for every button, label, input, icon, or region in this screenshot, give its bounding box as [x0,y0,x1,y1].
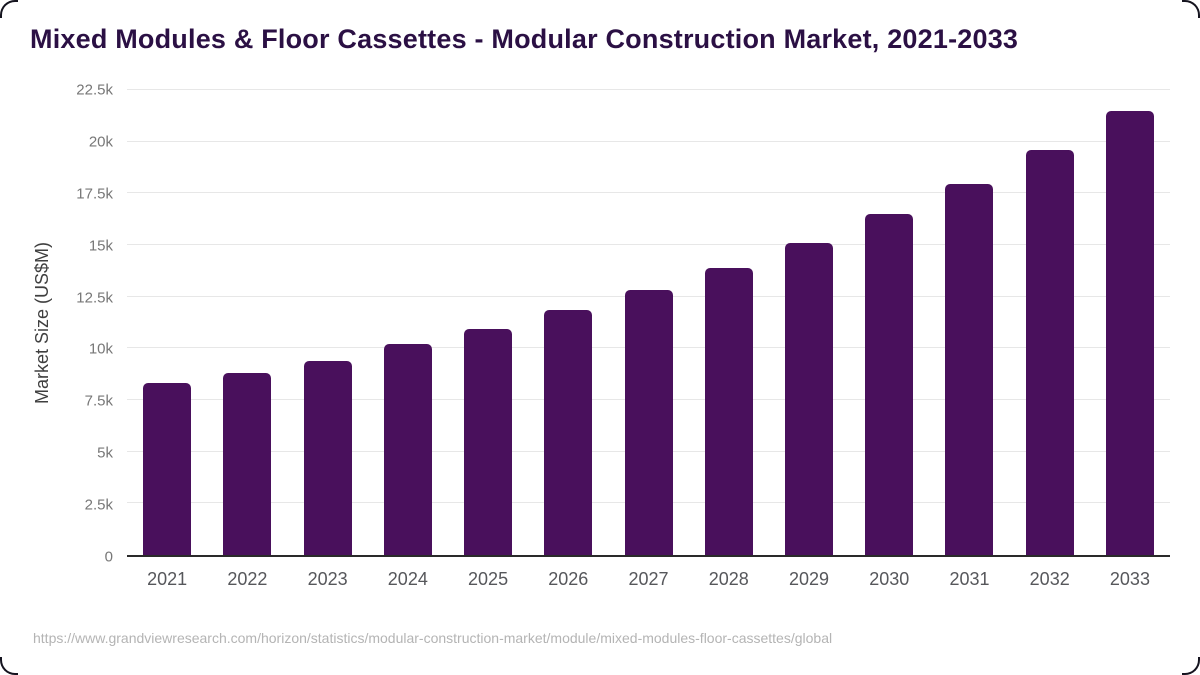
y-tick-label: 20k [88,133,113,151]
x-tick-label: 2023 [307,569,348,589]
bar-slot [1010,90,1090,555]
y-tick-label: 12.5k [76,289,113,307]
x-tick-label: 2024 [387,569,428,589]
bar-2031[interactable] [945,184,994,555]
card-corner-bottom-left [0,657,18,675]
bar-2023[interactable] [303,360,352,555]
card-corner-top-right [1182,0,1200,18]
gridline [127,89,1170,90]
bar-slot [929,90,1009,555]
y-tick-label: 0 [104,548,113,566]
bar-2029[interactable] [784,242,833,555]
y-tick-label: 17.5k [76,185,113,203]
bar-slot [368,90,448,555]
y-tick-label: 2.5k [84,496,113,514]
y-axis-tick-labels: 0 2.5k 5k 7.5k 10k 12.5k 15k 17.5k 20k 22.5k [0,82,113,566]
bar-2022[interactable] [223,373,272,555]
x-tick-label: 2029 [788,569,830,589]
bar-2027[interactable] [624,290,673,555]
gridline [127,140,1170,142]
bar-slot [849,90,929,555]
bar-slot [528,90,608,555]
gridline [127,244,1170,246]
bar-2030[interactable] [865,214,914,555]
card-corner-bottom-right [1182,657,1200,675]
y-tick-label: 10k [88,340,113,358]
x-tick-label: 2030 [869,569,910,589]
bar-slot [608,90,688,555]
x-tick-label: 2026 [548,569,589,589]
bar-slot [1090,90,1170,555]
y-tick-label: 22.5k [76,81,113,99]
bar-slot [769,90,849,555]
x-tick-label: 2033 [1109,569,1150,589]
bar-2021[interactable] [143,383,192,555]
bar-slot [448,90,528,555]
bar-2024[interactable] [383,344,432,555]
source-url: https://www.grandviewresearch.com/horizo… [33,630,833,646]
x-tick-label: 2025 [468,569,509,589]
bar-2025[interactable] [464,328,513,555]
x-axis-tick-labels: 2021 2022 2023 2024 2025 2026 2027 2028 2029 2030… [127,569,1170,590]
y-tick-label: 7.5k [84,392,113,410]
x-tick-label: 2021 [147,569,188,589]
bar-slot [127,90,207,555]
bar-slot [287,90,367,555]
x-tick-label: 2032 [1029,569,1070,589]
bar-2028[interactable] [704,267,753,555]
bar-slot [689,90,769,555]
x-tick-label: 2027 [628,569,669,589]
bar-2033[interactable] [1105,110,1154,555]
x-tick-label: 2031 [949,569,990,589]
bars-row [127,90,1170,555]
card-corner-top-left [0,0,18,18]
x-tick-label: 2028 [708,569,749,589]
gridline [127,192,1170,194]
chart-title: Mixed Modules & Floor Cassettes - Modula… [30,24,1019,54]
bar-2032[interactable] [1025,149,1074,555]
x-tick-label: 2022 [227,569,268,589]
plot-area [127,89,1170,557]
y-tick-label: 5k [97,444,113,462]
y-tick-label: 15k [88,237,113,255]
bar-slot [207,90,287,555]
bar-2026[interactable] [544,310,593,555]
